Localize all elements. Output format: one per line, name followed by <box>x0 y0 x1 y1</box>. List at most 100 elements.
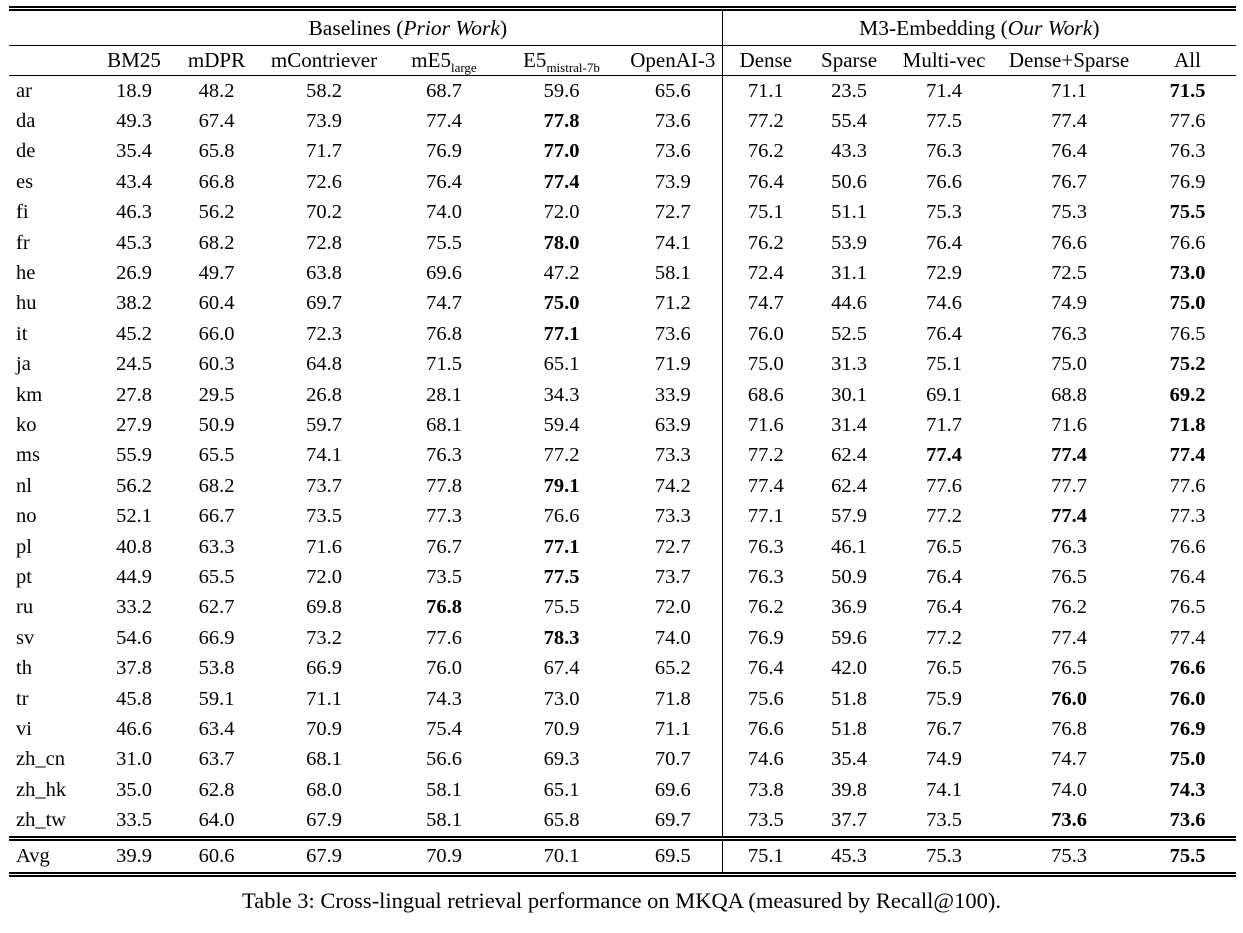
value-cell: 77.6 <box>926 474 962 497</box>
value-cell: 77.2 <box>926 626 962 649</box>
value-cell: 72.8 <box>306 231 342 254</box>
value-cell: 76.6 <box>747 717 784 740</box>
corner-cell <box>9 8 94 46</box>
value-cell: 67.9 <box>259 835 389 875</box>
value-cell: 74.1 <box>624 227 723 259</box>
value-cell: 63.8 <box>306 262 342 285</box>
value-cell: 75.4 <box>426 717 462 740</box>
value-cell: 71.8 <box>1169 413 1206 436</box>
value-cell: 73.0 <box>1169 262 1206 285</box>
value-cell: 77.4 <box>747 474 784 497</box>
value-cell: 76.6 <box>543 505 580 528</box>
value-cell: 71.5 <box>426 353 462 376</box>
row-label: th <box>16 657 32 680</box>
value-cell: 69.2 <box>1169 383 1206 406</box>
value-cell: 70.9 <box>389 835 499 875</box>
value-cell: 67.4 <box>543 657 580 680</box>
row-label: Avg <box>9 835 94 875</box>
value-cell: 77.2 <box>543 444 580 467</box>
value-cell: 72.0 <box>543 201 580 224</box>
value-cell: 72.3 <box>306 322 342 345</box>
value-cell: 24.5 <box>116 353 152 376</box>
column-label: BM25 <box>107 48 161 72</box>
value-cell: 69.6 <box>624 774 723 806</box>
value-cell: 76.3 <box>1051 322 1087 345</box>
value-cell: 73.2 <box>306 626 342 649</box>
value-cell: 57.9 <box>831 505 867 528</box>
table-row: zh_tw 33.5 64.0 67.9 58.1 65.8 69.7 73.5 37.7 73.… <box>9 805 1236 839</box>
value-cell: 76.5 <box>1169 322 1206 345</box>
value-cell: 76.2 <box>747 596 784 619</box>
value-cell: 44.6 <box>831 292 867 315</box>
column-header-mdpr: mDPR <box>174 45 259 76</box>
value-cell: 76.7 <box>926 717 962 740</box>
value-cell: 76.3 <box>747 535 784 558</box>
value-cell: 52.5 <box>831 322 867 345</box>
value-cell: 69.5 <box>624 835 723 875</box>
value-cell: 46.3 <box>116 201 152 224</box>
value-cell: 68.2 <box>198 231 235 254</box>
value-cell: 75.5 <box>1169 201 1206 224</box>
row-label: de <box>16 140 36 163</box>
value-cell: 77.4 <box>426 110 462 133</box>
value-cell: 43.3 <box>831 140 867 163</box>
table-row: sv 54.6 66.9 73.2 77.6 78.3 74.0 76.9 59.6 77.2 77… <box>9 623 1236 654</box>
value-cell: 74.7 <box>747 292 784 315</box>
table-row: km 27.8 29.5 26.8 28.1 34.3 33.9 68.6 30.1 69.1 68… <box>9 379 1236 411</box>
value-cell: 31.4 <box>831 413 867 436</box>
value-cell: 75.5 <box>543 596 580 619</box>
table-container: Baselines (Prior Work) M3-Embedding (Our… <box>9 6 1237 877</box>
value-cell: 78.3 <box>543 626 580 649</box>
value-cell: 74.1 <box>306 444 342 467</box>
value-cell: 27.8 <box>116 383 152 406</box>
value-cell: 76.4 <box>1169 565 1206 588</box>
value-cell: 76.2 <box>747 231 784 254</box>
value-cell: 76.0 <box>1169 687 1206 710</box>
row-label: pl <box>16 535 32 558</box>
value-cell: 68.7 <box>426 79 462 102</box>
results-table: Baselines (Prior Work) M3-Embedding (Our… <box>9 6 1237 877</box>
value-cell: 46.6 <box>116 717 152 740</box>
value-cell: 65.5 <box>198 444 235 467</box>
table-row: ja 24.5 60.3 64.8 71.5 65.1 71.9 75.0 31.3 75.1 75… <box>9 349 1236 380</box>
column-label: Sparse <box>821 48 878 72</box>
value-cell: 76.5 <box>926 535 962 558</box>
row-label: ja <box>16 353 31 376</box>
value-cell: 76.7 <box>1051 170 1087 193</box>
value-cell: 75.3 <box>999 835 1140 875</box>
value-cell: 34.3 <box>543 383 580 406</box>
value-cell: 26.8 <box>306 383 342 406</box>
value-cell: 72.0 <box>624 592 723 624</box>
value-cell: 75.0 <box>1051 353 1087 376</box>
value-cell: 75.1 <box>747 201 784 224</box>
value-cell: 75.1 <box>926 353 962 376</box>
value-cell: 66.7 <box>198 505 235 528</box>
row-label: vi <box>16 717 32 740</box>
column-header-bm25: BM25 <box>94 45 174 76</box>
value-cell: 70.7 <box>624 744 723 775</box>
row-label: nl <box>16 474 32 497</box>
column-header-dense-sparse: Dense+Sparse <box>999 45 1140 76</box>
column-header-sparse: Sparse <box>809 45 890 76</box>
value-cell: 68.1 <box>306 748 342 771</box>
table-row: zh_cn 31.0 63.7 68.1 56.6 69.3 70.7 74.6 35.4 74.… <box>9 744 1236 775</box>
group-header-row: Baselines (Prior Work) M3-Embedding (Our… <box>9 8 1237 46</box>
value-cell: 65.1 <box>543 778 580 801</box>
value-cell: 79.1 <box>543 474 580 497</box>
value-cell: 50.9 <box>831 565 867 588</box>
value-cell: 63.3 <box>198 535 235 558</box>
value-cell: 75.6 <box>747 687 784 710</box>
column-label: Dense <box>739 48 793 72</box>
value-cell: 70.1 <box>499 835 624 875</box>
value-cell: 27.9 <box>116 413 152 436</box>
value-cell: 69.7 <box>306 292 342 315</box>
group-header-m3: M3-Embedding (Our Work) <box>722 8 1237 46</box>
table-row: es 43.4 66.8 72.6 76.4 77.4 73.9 76.4 50.6 76.6 76… <box>9 167 1236 198</box>
column-header-row: BM25 mDPR mContriever mE5large E5mistral… <box>9 45 1237 76</box>
value-cell: 73.3 <box>624 440 723 472</box>
value-cell: 77.3 <box>426 505 462 528</box>
value-cell: 76.2 <box>1051 596 1087 619</box>
value-cell: 58.1 <box>624 258 723 289</box>
value-cell: 68.6 <box>747 383 784 406</box>
table-row: ru 33.2 62.7 69.8 76.8 75.5 72.0 76.2 36.9 76.4 76… <box>9 592 1236 624</box>
